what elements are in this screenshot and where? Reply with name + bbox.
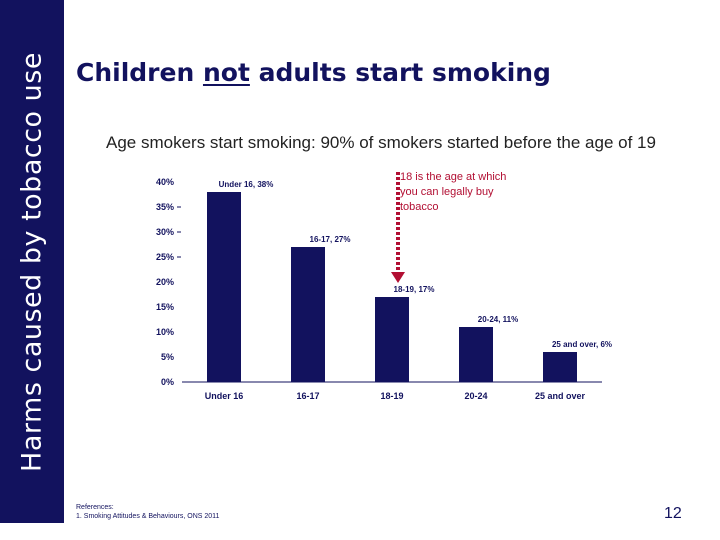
y-tick-label: 10% <box>156 327 174 337</box>
data-label: 16-17, 27% <box>310 235 351 244</box>
x-category-label: 18-19 <box>380 391 403 401</box>
bar <box>375 297 409 382</box>
references: References: 1. Smoking Attitudes & Behav… <box>76 503 219 521</box>
y-tick-label: 0% <box>161 377 174 387</box>
sidebar-band: Harms caused by tobacco use <box>0 0 64 523</box>
y-tick-label: 15% <box>156 302 174 312</box>
data-label: 20-24, 11% <box>478 315 518 324</box>
legal-age-note: 18 is the age at which you can legally b… <box>400 171 507 213</box>
y-tick-label: 25% <box>156 252 174 262</box>
title-part-3: adults start smoking <box>249 58 551 87</box>
data-label: Under 16, 38% <box>219 180 274 189</box>
y-tick-label: 30% <box>156 227 174 237</box>
annotation-arrow-head <box>391 272 405 283</box>
references-heading: References: <box>76 504 114 511</box>
y-tick-label: 35% <box>156 202 174 212</box>
bar <box>543 352 577 382</box>
x-category-label: 25 and over <box>535 391 586 401</box>
x-category-label: 20-24 <box>464 391 487 401</box>
title-emphasis: not <box>202 58 250 87</box>
bar <box>207 192 241 382</box>
title-part-1: Children <box>76 58 203 87</box>
y-tick-label: 40% <box>156 177 174 187</box>
bar <box>291 247 325 382</box>
data-label: 18-19, 17% <box>394 285 435 294</box>
x-category-label: 16-17 <box>296 391 319 401</box>
reference-item: 1. Smoking Attitudes & Behaviours, ONS 2… <box>76 513 220 520</box>
y-tick-label: 5% <box>161 352 174 362</box>
page-title: Children not adults start smoking <box>76 58 551 87</box>
page-number: 12 <box>664 505 682 522</box>
y-tick-label: 20% <box>156 277 174 287</box>
data-label: 25 and over, 6% <box>552 340 612 349</box>
chart-subtitle: Age smokers start smoking: 90% of smoker… <box>106 133 656 152</box>
x-category-label: Under 16 <box>205 391 244 401</box>
bar <box>459 327 493 382</box>
